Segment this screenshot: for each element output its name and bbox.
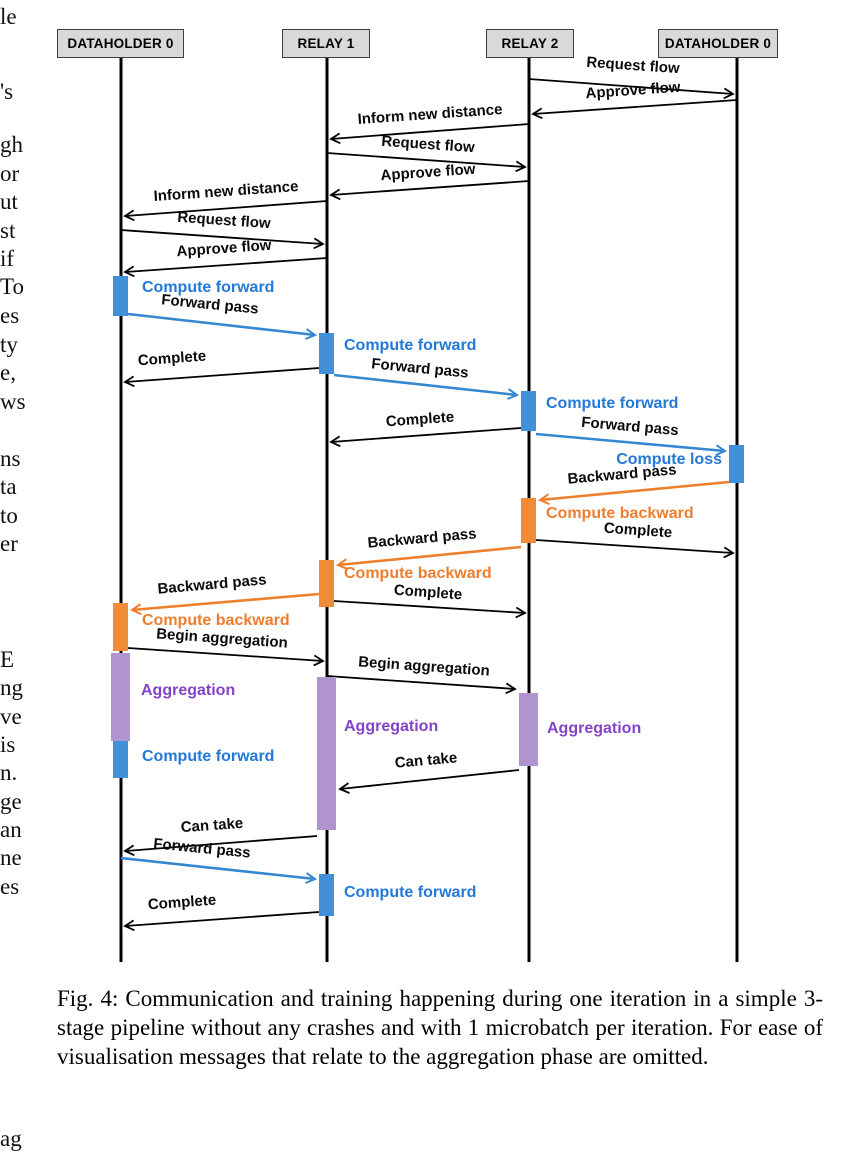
arrow-forward-pass-12 — [535, 432, 728, 457]
activation-bar-backward — [319, 560, 334, 607]
margin-text-fragment: ut — [0, 189, 18, 214]
margin-text-fragment: ng — [0, 675, 23, 700]
activation-label: Compute backward — [546, 505, 694, 522]
activation-bar-backward — [113, 603, 128, 651]
arrow-request-flow-0 — [528, 78, 735, 100]
margin-text-fragment: n. — [0, 760, 18, 785]
margin-text-fragment: er — [0, 531, 18, 556]
activation-label: Aggregation — [547, 720, 642, 737]
figure-caption: Fig. 4: Communication and training happe… — [57, 986, 823, 1069]
activation-label: Compute forward — [142, 748, 275, 765]
activation-label: Compute backward — [344, 565, 492, 582]
arrow-forward-pass-22 — [120, 856, 318, 884]
activation-label: Aggregation — [141, 682, 236, 699]
margin-text-fragment: 's — [0, 79, 14, 104]
activation-label: Compute forward — [142, 279, 275, 296]
participant-relay1: RELAY 1 — [282, 29, 370, 58]
arrow-backward-pass-13 — [537, 480, 730, 506]
margin-text-fragment: ne — [0, 845, 22, 870]
activation-bar-backward — [521, 498, 536, 543]
margin-text-fragment: is — [0, 732, 16, 757]
margin-text-fragment: es — [0, 874, 20, 899]
arrow-complete-9 — [123, 367, 320, 388]
margin-text-fragment: ve — [0, 704, 22, 729]
arrow-complete-23 — [123, 911, 320, 932]
arrow-inform-new-distance-5 — [123, 200, 328, 222]
participant-dataholder0-right: DATAHOLDER 0 — [658, 29, 778, 58]
activation-bar-aggregation — [519, 693, 538, 766]
margin-text-fragment: an — [0, 817, 22, 842]
arrow-complete-11 — [329, 427, 522, 448]
margin-text-fragment: or — [0, 161, 20, 186]
activation-label: Aggregation — [344, 718, 439, 735]
arrow-approve-flow-1 — [531, 99, 738, 120]
activation-label: Compute loss — [616, 451, 722, 468]
activation-label: Compute forward — [344, 884, 477, 901]
margin-text-fragment: e, — [0, 360, 16, 385]
margin-text-fragment: ta — [0, 474, 17, 499]
arrow-inform-new-distance-2 — [329, 123, 530, 145]
activation-bar-forward — [319, 874, 334, 916]
arrow-can-take-20 — [338, 769, 520, 794]
arrow-approve-flow-4 — [329, 180, 530, 201]
activation-bar-forward — [521, 391, 536, 431]
activation-bar-forward — [319, 333, 334, 374]
margin-text-fragment: ns — [0, 446, 21, 471]
arrow-approve-flow-7 — [123, 257, 328, 278]
margin-text-fragment: if — [0, 246, 15, 271]
margin-text-fragment: ws — [0, 389, 26, 414]
arrow-can-take-21 — [123, 835, 318, 857]
margin-text-fragment: ty — [0, 332, 18, 357]
margin-text-fragment: to — [0, 503, 18, 528]
margin-text-fragment: es — [0, 303, 20, 328]
arrow-complete-16 — [333, 600, 527, 619]
arrow-complete-14 — [535, 539, 735, 559]
arrow-forward-pass-10 — [333, 373, 520, 400]
activation-label: Compute backward — [142, 612, 290, 629]
activation-bar-aggregation — [111, 653, 130, 741]
margin-text-fragment: gh — [0, 132, 23, 157]
arrow-backward-pass-17 — [129, 592, 320, 616]
activation-label: Compute forward — [546, 395, 679, 412]
activation-bar-loss — [729, 445, 744, 483]
participant-dataholder0-left: DATAHOLDER 0 — [57, 29, 184, 58]
margin-text-fragment: To — [0, 274, 24, 299]
arrow-request-flow-6 — [120, 229, 325, 250]
margin-text-fragment: le — [0, 4, 17, 29]
activation-bar-forward — [113, 741, 128, 778]
margin-text-fragment: ge — [0, 789, 22, 814]
margin-text-fragment: ag — [0, 1126, 22, 1151]
arrow-begin-aggregation-19 — [326, 675, 517, 695]
margin-text-fragment: st — [0, 218, 16, 243]
activation-bar-forward — [113, 276, 128, 316]
margin-text-fragment: E — [0, 647, 15, 672]
arrow-backward-pass-15 — [335, 545, 522, 571]
participant-relay2: RELAY 2 — [486, 29, 574, 58]
activation-bar-aggregation — [317, 677, 336, 830]
arrow-begin-aggregation-18 — [127, 647, 325, 667]
arrow-forward-pass-8 — [127, 312, 318, 340]
arrow-request-flow-3 — [326, 152, 527, 173]
activation-label: Compute forward — [344, 337, 477, 354]
